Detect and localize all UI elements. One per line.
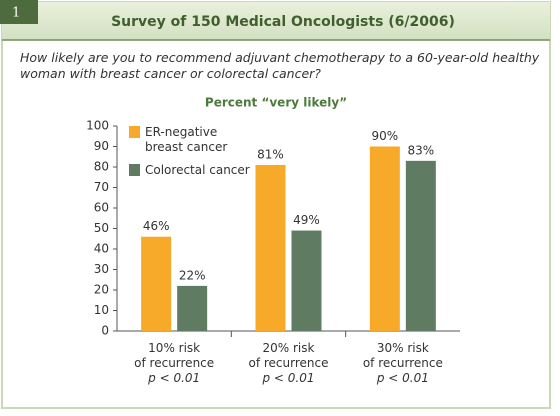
bar [291, 230, 322, 331]
header-bar [2, 2, 550, 40]
legend-swatch [129, 126, 140, 138]
slide-title: Survey of 150 Medical Oncologists (6/200… [111, 14, 455, 30]
y-tick-label: 100 [86, 119, 109, 133]
question: How likely are you to recommend adjuvant… [20, 50, 540, 81]
y-tick-label: 40 [94, 242, 109, 256]
bar [255, 164, 286, 331]
bar [405, 160, 436, 331]
bar [369, 146, 400, 331]
y-tick-label: 50 [94, 221, 109, 235]
value-label: 22% [179, 268, 206, 282]
bar [177, 285, 208, 331]
y-tick-label: 70 [94, 180, 109, 194]
y-tick-label: 30 [94, 262, 109, 276]
value-label: 83% [407, 143, 434, 157]
x-tick-label: 10% risk of recurrence [134, 341, 215, 370]
number-box [0, 0, 38, 24]
y-tick-label: 90 [94, 139, 109, 153]
y-tick-label: 20 [94, 283, 109, 297]
value-label: 49% [293, 213, 320, 227]
category-note: p < 0.01 [262, 371, 315, 385]
bar [141, 236, 172, 331]
category-note: p < 0.01 [376, 371, 429, 385]
legend-label: Colorectal cancer [145, 163, 250, 177]
value-label: 81% [257, 147, 284, 161]
value-label: 46% [143, 219, 170, 233]
legend-swatch [129, 164, 140, 176]
y-tick-label: 10 [94, 303, 109, 317]
y-tick-label: 80 [94, 160, 109, 174]
x-tick-label: 20% risk of recurrence [248, 341, 329, 370]
slide-number: 1 [12, 6, 20, 21]
value-label: 90% [371, 129, 398, 143]
y-tick-label: 0 [101, 324, 109, 338]
category-note: p < 0.01 [148, 371, 201, 385]
legend-label: ER-negative breast cancer [145, 125, 228, 154]
y-tick-label: 60 [94, 201, 109, 215]
x-tick-label: 30% risk of recurrence [362, 341, 443, 370]
chart-title: Percent “very likely” [205, 96, 347, 110]
